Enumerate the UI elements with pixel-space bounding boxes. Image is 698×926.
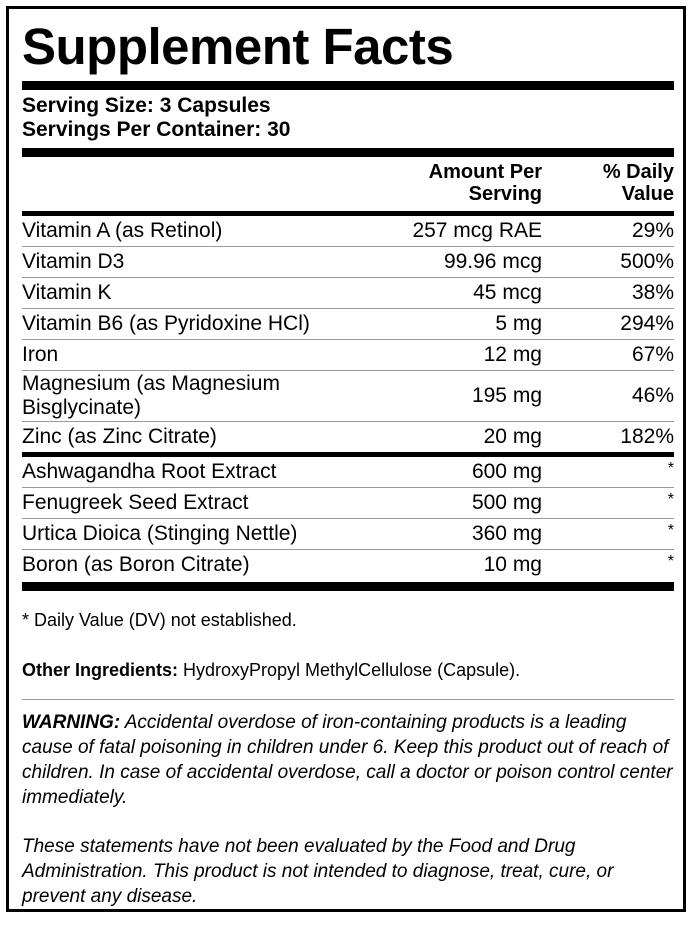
- nutrient-amount: 5 mg: [495, 312, 542, 335]
- nutrient-amount: 195 mg: [471, 384, 542, 407]
- ingredient-amount: 360 mg: [471, 522, 542, 545]
- title-rule: [22, 81, 674, 90]
- row-divider: [22, 246, 674, 247]
- ingredient-amount: 600 mg: [471, 460, 542, 483]
- column-header-row: Amount Per Serving % Daily Value: [22, 157, 674, 211]
- table-row: Iron 12 mg 67%: [22, 340, 674, 370]
- nutrient-dv: 46%: [631, 384, 674, 407]
- nutrient-name: Magnesium (as Magnesium Bisglycinate): [22, 372, 280, 419]
- nutrient-amount: 45 mcg: [473, 281, 542, 304]
- ingredient-name: Ashwagandha Root Extract: [22, 460, 277, 483]
- daily-value-footnote: * Daily Value (DV) not established.: [22, 610, 297, 630]
- row-divider: [22, 549, 674, 550]
- serving-rule: [22, 148, 674, 157]
- nutrient-name: Zinc (as Zinc Citrate): [22, 425, 217, 448]
- amount-header: Amount Per Serving: [428, 161, 542, 205]
- ingredient-dv: *: [667, 460, 674, 477]
- row-divider: [22, 518, 674, 519]
- nutrient-dv: 29%: [631, 219, 674, 242]
- ingredient-name: Urtica Dioica (Stinging Nettle): [22, 522, 298, 545]
- table-row: Fenugreek Seed Extract 500 mg *: [22, 488, 674, 518]
- table-row: Zinc (as Zinc Citrate) 20 mg 182%: [22, 422, 674, 452]
- ingredient-amount: 10 mg: [483, 553, 542, 576]
- other-ingredients-label: Other Ingredients:: [22, 660, 179, 680]
- serving-info: Serving Size: 3 Capsules Servings Per Co…: [22, 90, 674, 146]
- nutrient-dv: 38%: [631, 281, 674, 304]
- ingredient-amount: 500 mg: [471, 491, 542, 514]
- ingredient-dv: *: [667, 522, 674, 539]
- nutrient-dv: 294%: [620, 312, 674, 335]
- daily-value-header: % Daily Value: [602, 161, 674, 205]
- row-divider: [22, 487, 674, 488]
- header-rule: [22, 211, 674, 216]
- table-row: Vitamin B6 (as Pyridoxine HCl) 5 mg 294%: [22, 309, 674, 339]
- nutrient-amount: 99.96 mcg: [443, 250, 542, 273]
- supplement-facts-panel: Supplement Facts Serving Size: 3 Capsule…: [6, 6, 686, 912]
- nutrient-amount: 20 mg: [483, 425, 542, 448]
- panel-content: Supplement Facts Serving Size: 3 Capsule…: [22, 9, 674, 909]
- warning-body: Accidental overdose of iron-containing p…: [22, 712, 673, 808]
- section-rule: [22, 452, 674, 457]
- other-ingredients: Other Ingredients: HydroxyPropyl MethylC…: [22, 659, 674, 681]
- row-divider: [22, 339, 674, 340]
- row-divider: [22, 277, 674, 278]
- table-row: Vitamin K 45 mcg 38%: [22, 278, 674, 308]
- row-divider: [22, 370, 674, 371]
- nutrient-name: Iron: [22, 343, 59, 366]
- fda-disclaimer: These statements have not been evaluated…: [22, 836, 614, 907]
- table-row: Ashwagandha Root Extract 600 mg *: [22, 457, 674, 487]
- warning-divider: [22, 699, 674, 700]
- nutrient-name: Vitamin B6 (as Pyridoxine HCl): [22, 312, 310, 335]
- nutrient-amount: 257 mcg RAE: [412, 219, 542, 242]
- nutrient-name: Vitamin D3: [22, 250, 125, 273]
- table-row: Boron (as Boron Citrate) 10 mg *: [22, 550, 674, 580]
- nutrient-dv: 500%: [620, 250, 674, 273]
- row-divider: [22, 421, 674, 422]
- nutrient-name: Vitamin A (as Retinol): [22, 219, 223, 242]
- ingredient-dv: *: [667, 553, 674, 570]
- table-row: Urtica Dioica (Stinging Nettle) 360 mg *: [22, 519, 674, 549]
- ingredient-dv: *: [667, 491, 674, 508]
- warning-text: WARNING: Accidental overdose of iron-con…: [22, 710, 674, 810]
- serving-size: Serving Size: 3 Capsules: [22, 94, 271, 117]
- nutrient-name: Vitamin K: [22, 281, 112, 304]
- table-row: Magnesium (as Magnesium Bisglycinate) 19…: [22, 371, 674, 421]
- nutrient-dv: 67%: [631, 343, 674, 366]
- ingredient-name: Fenugreek Seed Extract: [22, 491, 249, 514]
- nutrient-amount: 12 mg: [483, 343, 542, 366]
- panel-title: Supplement Facts: [22, 18, 454, 75]
- table-end-rule: [22, 582, 674, 591]
- other-ingredients-text: HydroxyPropyl MethylCellulose (Capsule).: [178, 660, 521, 680]
- table-row: Vitamin A (as Retinol) 257 mcg RAE 29%: [22, 216, 674, 246]
- nutrient-dv: 182%: [620, 425, 674, 448]
- servings-per-container: Servings Per Container: 30: [22, 118, 291, 141]
- table-row: Vitamin D3 99.96 mcg 500%: [22, 247, 674, 277]
- warning-label: WARNING:: [22, 712, 121, 733]
- ingredient-name: Boron (as Boron Citrate): [22, 553, 250, 576]
- row-divider: [22, 308, 674, 309]
